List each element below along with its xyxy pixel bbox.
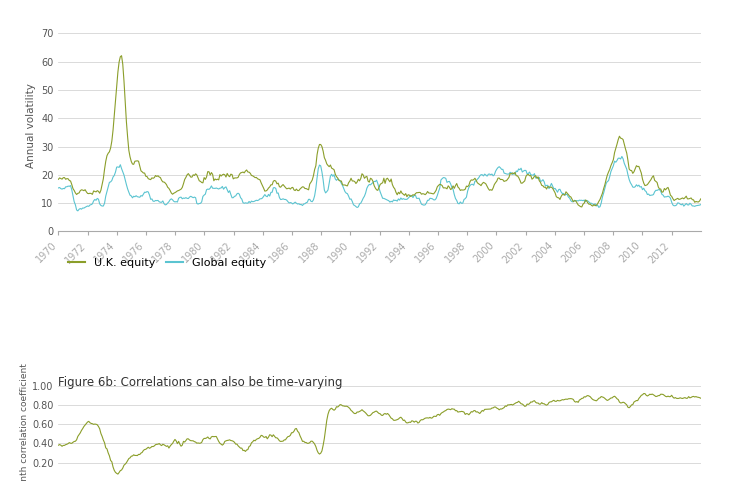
Legend: U.K. equity, Global equity: U.K. equity, Global equity bbox=[64, 254, 271, 272]
Y-axis label: month correlation coefficient: month correlation coefficient bbox=[20, 363, 29, 482]
Y-axis label: Annual volatility: Annual volatility bbox=[26, 83, 36, 168]
Text: Figure 6b: Correlations can also be time-varying: Figure 6b: Correlations can also be time… bbox=[58, 376, 343, 389]
